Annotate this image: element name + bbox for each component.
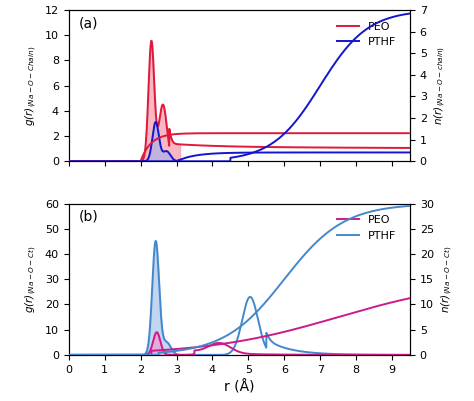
Y-axis label: n(r)$_{(Na - O - Ct)}$: n(r)$_{(Na - O - Ct)}$ — [439, 245, 455, 313]
Y-axis label: n(r)$_{(Na - O - chain)}$: n(r)$_{(Na - O - chain)}$ — [432, 46, 448, 125]
Y-axis label: g(r)$_{(Na - O - Chain)}$: g(r)$_{(Na - O - Chain)}$ — [24, 46, 39, 126]
Text: (a): (a) — [79, 16, 99, 30]
Y-axis label: g(r)$_{(Na - O - Ct)}$: g(r)$_{(Na - O - Ct)}$ — [24, 245, 39, 313]
Text: (b): (b) — [79, 210, 99, 224]
X-axis label: r (Å): r (Å) — [224, 380, 255, 395]
Legend: PEO, PTHF: PEO, PTHF — [333, 211, 401, 245]
Legend: PEO, PTHF: PEO, PTHF — [333, 17, 401, 52]
